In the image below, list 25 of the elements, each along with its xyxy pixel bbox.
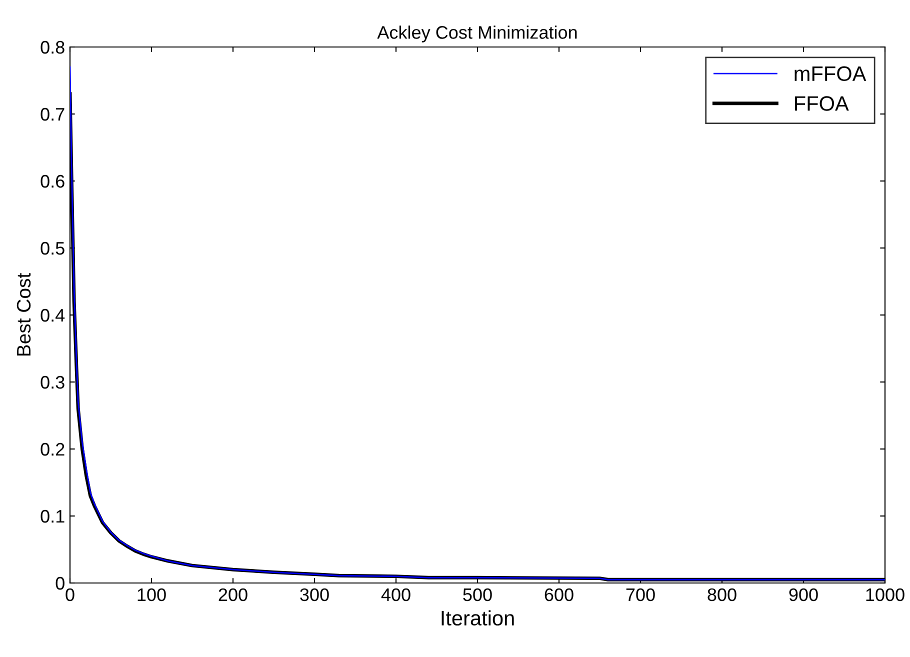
y-axis-title: Best Cost xyxy=(16,272,31,356)
y-tick-label: 0.3 xyxy=(40,376,64,389)
x-tick-label: 400 xyxy=(381,588,410,602)
x-tick-label: 200 xyxy=(218,588,248,602)
x-tick-label: 900 xyxy=(789,588,818,602)
x-tick-label: 100 xyxy=(138,588,166,602)
chart-title: Ackley Cost Minimization xyxy=(377,26,577,42)
x-tick-label: 700 xyxy=(626,588,655,602)
x-tick-label: 500 xyxy=(463,588,492,602)
x-tick-label: 0 xyxy=(66,588,74,602)
y-tick-label: 0.6 xyxy=(40,174,64,188)
x-tick-label: 300 xyxy=(300,588,329,602)
y-tick-label: 0.8 xyxy=(40,40,64,54)
legend-label: mFFOA xyxy=(794,66,866,82)
y-tick-label: 0 xyxy=(56,576,64,590)
x-tick-label: 800 xyxy=(708,588,736,602)
y-tick-label: 0.7 xyxy=(40,108,64,121)
y-tick-label: 0.5 xyxy=(40,242,64,255)
x-tick-label: 600 xyxy=(544,588,574,602)
y-tick-label: 0.2 xyxy=(40,442,64,456)
x-tick-label: 1000 xyxy=(866,588,904,602)
legend-label: FFOA xyxy=(795,96,849,111)
x-axis-title: Iteration xyxy=(442,610,514,626)
y-tick-label: 0.4 xyxy=(40,308,65,322)
y-tick-label: 0.1 xyxy=(40,510,64,523)
